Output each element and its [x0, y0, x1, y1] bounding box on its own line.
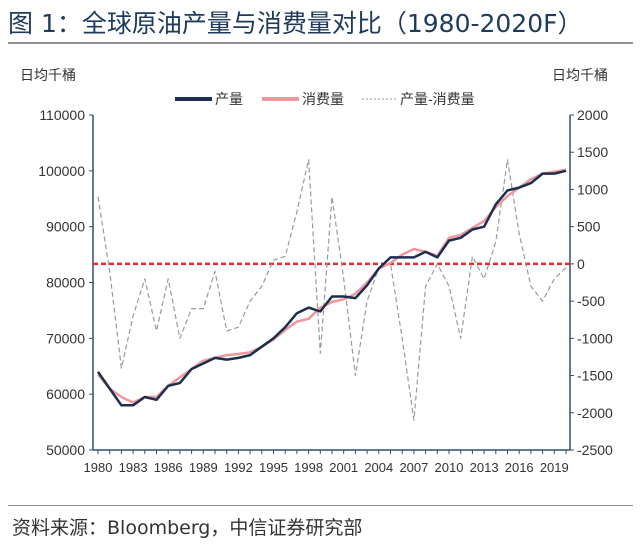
- title-divider: [8, 42, 633, 44]
- left-tick-label: 70000: [46, 330, 85, 346]
- left-tick-label: 90000: [46, 219, 85, 235]
- legend-label-difference: 产量-消费量: [400, 91, 475, 107]
- x-tick-label: 2013: [470, 460, 499, 475]
- legend-label-consumption: 消费量: [302, 91, 344, 107]
- legend-label-production: 产量: [215, 91, 243, 107]
- x-tick-label: 2007: [399, 460, 428, 475]
- left-tick-label: 80000: [46, 275, 85, 291]
- x-tick-label: 1983: [119, 460, 148, 475]
- left-tick-label: 100000: [38, 163, 85, 179]
- x-tick-label: 2010: [435, 460, 464, 475]
- left-tick-label: 110000: [39, 107, 85, 123]
- right-tick-label: 1500: [577, 144, 608, 160]
- source-divider: [8, 505, 633, 506]
- right-tick-label: 500: [577, 219, 601, 235]
- consumption-line: [97, 168, 567, 404]
- right-axis-unit: 日均千桶: [552, 67, 608, 83]
- production-line: [96, 169, 567, 407]
- source-note: 资料来源：Bloomberg，中信证券研究部: [12, 517, 363, 539]
- chart: 日均千桶 日均千桶 产量 消费量 产量-消费量 50000 60000 70000 8…: [20, 67, 613, 475]
- left-axis-unit: 日均千桶: [20, 67, 76, 83]
- right-tick-label: 1000: [577, 181, 608, 197]
- right-tick-label: -2500: [577, 442, 613, 458]
- legend: 产量 消费量 产量-消费量: [175, 91, 475, 107]
- right-tick-label: -2000: [577, 405, 613, 421]
- left-tick-label: 50000: [46, 442, 85, 458]
- right-tick-label: -1500: [577, 368, 613, 384]
- x-tick-label: 2019: [540, 460, 569, 475]
- x-tick-label: 1986: [154, 460, 183, 475]
- right-tick-label: 2000: [577, 107, 608, 123]
- difference-line: [97, 159, 567, 421]
- left-tick-label: 60000: [46, 386, 85, 402]
- x-tick-label: 1995: [259, 460, 288, 475]
- x-tick-label: 2004: [364, 460, 393, 475]
- x-tick-label: 1992: [224, 460, 253, 475]
- x-tick-label: 1989: [189, 460, 218, 475]
- right-tick-label: -1000: [577, 330, 613, 346]
- x-tick-label: 1998: [294, 460, 323, 475]
- x-tick-label: 1980: [84, 460, 113, 475]
- x-tick-label: 2001: [329, 460, 358, 475]
- right-tick-label: -500: [577, 293, 605, 309]
- figure-title: 图 1：全球原油产量与消费量对比（1980-2020F）: [8, 9, 583, 38]
- x-tick-label: 2016: [505, 460, 534, 475]
- right-tick-label: 0: [577, 256, 585, 272]
